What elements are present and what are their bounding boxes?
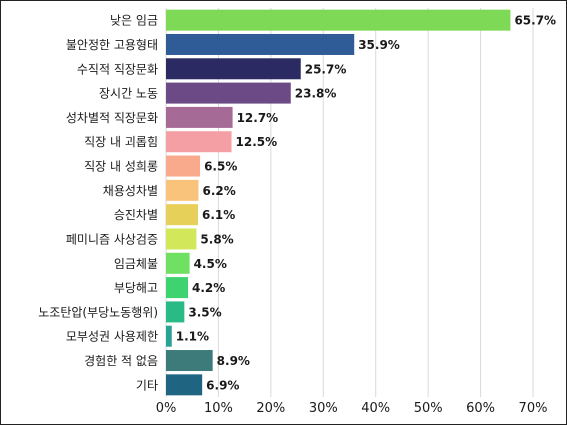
category-label: 임금체불 (114, 257, 158, 271)
bar (166, 325, 172, 347)
value-label: 35.9% (358, 38, 400, 52)
category-label: 성차별적 직장문화 (66, 111, 158, 125)
category-label: 경험한 적 없음 (84, 354, 158, 368)
bar (166, 179, 199, 201)
x-tick-label: 60% (466, 401, 495, 416)
x-tick-label: 0% (156, 401, 177, 416)
value-label: 12.5% (236, 135, 278, 149)
x-tick-label: 10% (204, 401, 233, 416)
bar (166, 277, 189, 299)
value-label: 6.5% (204, 160, 237, 174)
value-label: 1.1% (176, 330, 209, 344)
category-label: 페미니즘 사상검증 (66, 232, 158, 246)
category-label: 부당해고 (114, 281, 158, 295)
x-tick-label: 30% (309, 401, 338, 416)
bar (166, 301, 185, 323)
value-label: 6.2% (203, 184, 236, 198)
bar (166, 33, 355, 55)
x-tick-label: 50% (414, 401, 443, 416)
category-label: 노조탄압(부당노동행위) (38, 304, 158, 319)
category-label: 직장 내 성희롱 (84, 160, 158, 174)
value-label: 65.7% (514, 14, 556, 28)
category-label: 불안정한 고용형태 (66, 38, 158, 52)
bar (166, 350, 213, 372)
value-label: 4.2% (192, 281, 225, 295)
value-label: 23.8% (295, 87, 337, 101)
value-label: 5.8% (200, 232, 233, 246)
bar (166, 252, 190, 274)
category-label: 낮은 임금 (110, 14, 158, 28)
bar (166, 155, 201, 177)
bar (166, 204, 198, 226)
category-label: 기타 (136, 378, 158, 392)
category-label: 채용성차별 (103, 184, 158, 198)
bar (166, 9, 511, 31)
bar (166, 82, 291, 104)
value-label: 12.7% (237, 111, 279, 125)
category-label: 승진차별 (114, 208, 158, 222)
x-tick-label: 40% (361, 401, 390, 416)
bar (166, 374, 203, 396)
category-label: 수직적 직장문화 (77, 62, 158, 76)
bar (166, 228, 197, 250)
x-tick-label: 70% (519, 401, 548, 416)
bar (166, 106, 233, 128)
bar (166, 58, 301, 80)
category-label: 모부성권 사용제한 (66, 330, 158, 344)
value-label: 4.5% (194, 257, 227, 271)
value-label: 3.5% (188, 305, 221, 319)
value-label: 6.9% (206, 378, 239, 392)
value-label: 6.1% (202, 208, 235, 222)
x-tick-label: 20% (256, 401, 285, 416)
value-label: 25.7% (305, 62, 347, 76)
value-label: 8.9% (217, 354, 250, 368)
category-label: 장시간 노동 (99, 87, 158, 101)
bar (166, 131, 232, 153)
category-label: 직장 내 괴롭힘 (84, 135, 158, 149)
